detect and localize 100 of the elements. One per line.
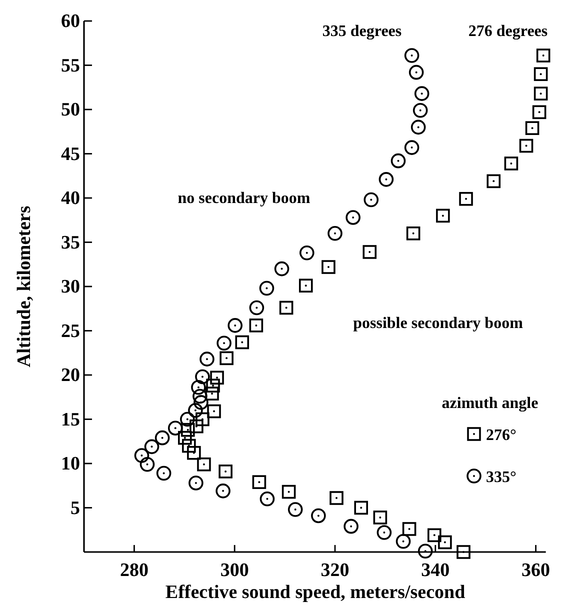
point	[322, 260, 336, 274]
y-tick-label: 30	[61, 276, 80, 298]
point	[418, 544, 433, 559]
point	[168, 420, 183, 436]
point	[134, 448, 150, 463]
point	[362, 245, 377, 259]
point	[346, 210, 360, 225]
point	[144, 439, 160, 454]
point	[406, 226, 420, 240]
point	[402, 522, 416, 536]
point	[404, 48, 420, 63]
point	[216, 484, 230, 498]
point	[260, 492, 275, 506]
y-tick-label: 60	[61, 11, 80, 32]
point	[218, 464, 232, 478]
point	[519, 138, 534, 153]
point	[206, 378, 220, 393]
point	[156, 466, 172, 481]
point	[288, 502, 303, 517]
x-tick-label: 280	[120, 560, 148, 581]
point	[188, 403, 203, 418]
x-tick-label: 320	[320, 560, 350, 581]
point	[354, 500, 368, 515]
point	[249, 318, 264, 332]
y-tick-label: 40	[61, 188, 80, 209]
point	[311, 508, 326, 524]
point	[532, 105, 546, 120]
point	[504, 156, 518, 170]
y-tick-label: 15	[61, 409, 80, 430]
point	[299, 245, 314, 260]
point	[187, 446, 201, 460]
point	[364, 192, 379, 208]
y-tick-label: 55	[61, 55, 80, 76]
point	[396, 534, 411, 549]
point	[195, 369, 210, 384]
y-tick-label: 35	[61, 232, 80, 254]
x-tick-label: 300	[220, 560, 249, 581]
x-tick-label: 340	[421, 560, 450, 581]
y-tick-label: 45	[61, 144, 80, 165]
point	[188, 476, 204, 490]
legend-title: azimuth angle	[442, 395, 538, 412]
point	[210, 370, 224, 385]
legend-label: 276°	[486, 427, 516, 444]
point	[376, 525, 392, 540]
point	[279, 300, 294, 315]
point	[390, 153, 406, 168]
point	[180, 412, 195, 427]
point	[344, 518, 358, 534]
point	[205, 386, 219, 400]
annotation: 335 degrees	[322, 23, 402, 40]
point	[534, 86, 548, 100]
y-tick-label: 25	[61, 320, 80, 342]
y-axis-title: Altitude, kilometers	[14, 206, 35, 368]
point	[190, 419, 204, 434]
point	[220, 351, 234, 366]
point	[436, 208, 450, 223]
point	[408, 64, 424, 80]
point	[196, 412, 210, 426]
point	[459, 192, 473, 206]
x-tick-label: 360	[522, 560, 550, 581]
point	[525, 121, 540, 135]
point	[414, 86, 430, 101]
point	[427, 528, 442, 542]
x-axis-title: Effective sound speed, meters/second	[165, 582, 466, 603]
point	[178, 430, 192, 445]
point	[194, 395, 208, 410]
point	[200, 352, 214, 366]
point	[249, 300, 264, 316]
point	[274, 261, 290, 276]
point	[252, 475, 266, 489]
y-tick-label: 10	[61, 454, 80, 474]
point	[282, 484, 296, 499]
point	[192, 388, 208, 404]
point	[298, 278, 313, 293]
legend-label: 335°	[486, 469, 516, 486]
point	[259, 280, 274, 296]
y-tick-label: 20	[61, 365, 80, 386]
point	[197, 457, 211, 472]
point	[191, 380, 206, 395]
point	[536, 48, 550, 62]
point	[207, 404, 221, 418]
point	[486, 174, 501, 188]
point	[181, 422, 195, 437]
point	[328, 226, 342, 241]
point	[228, 318, 242, 333]
annotation: no secondary boom	[178, 190, 311, 207]
annotation: possible secondary boom	[353, 315, 524, 332]
point	[534, 67, 548, 81]
point	[378, 172, 394, 187]
point	[154, 430, 170, 446]
y-tick-label: 5	[70, 498, 80, 519]
point	[330, 491, 344, 505]
point	[412, 102, 428, 118]
point	[404, 140, 420, 155]
point	[140, 456, 155, 472]
point	[235, 335, 250, 350]
point	[216, 336, 232, 351]
point	[438, 535, 452, 550]
y-tick-label: 50	[61, 100, 80, 120]
point	[410, 120, 426, 135]
